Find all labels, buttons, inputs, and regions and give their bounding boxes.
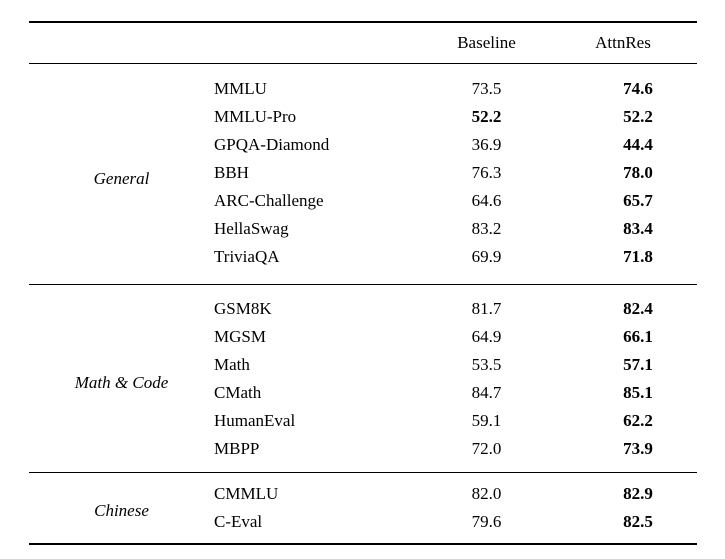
benchmark-name: TriviaQA bbox=[214, 246, 280, 266]
column-header-baseline: Baseline bbox=[457, 32, 516, 52]
table-row: TriviaQA 69.9 71.8 bbox=[29, 243, 697, 285]
header-spacer-benchmark bbox=[214, 22, 394, 63]
table-row: GPQA-Diamond 36.9 44.4 bbox=[29, 131, 697, 159]
attnres-value: 78.0 bbox=[623, 162, 653, 182]
benchmark-name: CMMLU bbox=[214, 483, 279, 503]
category-label-math-code: Math & Code bbox=[74, 373, 169, 392]
benchmark-name: GSM8K bbox=[214, 298, 272, 318]
attnres-value: 62.2 bbox=[623, 410, 653, 430]
attnres-value: 71.8 bbox=[623, 246, 653, 266]
baseline-value: 59.1 bbox=[471, 410, 502, 430]
table-row: Math & Code GSM8K 81.7 82.4 bbox=[29, 284, 697, 393]
benchmark-name: MMLU-Pro bbox=[214, 106, 297, 126]
table-row: Math 53.5 57.1 bbox=[29, 351, 697, 379]
section-general: General MMLU 73.5 74.6 MMLU-Pro 52.2 52.… bbox=[29, 63, 697, 284]
table-row: MBPP 72.0 73.9 bbox=[29, 435, 697, 473]
table-row: HellaSwag 83.2 83.4 bbox=[29, 215, 697, 243]
benchmark-name: C-Eval bbox=[214, 511, 263, 531]
attnres-value: 85.1 bbox=[623, 382, 653, 402]
baseline-value: 72.0 bbox=[471, 438, 502, 458]
baseline-value: 73.5 bbox=[471, 78, 502, 98]
benchmark-name: GPQA-Diamond bbox=[214, 134, 330, 154]
attnres-value: 83.4 bbox=[623, 218, 653, 238]
benchmark-name: MGSM bbox=[214, 326, 266, 346]
baseline-value: 36.9 bbox=[471, 134, 502, 154]
baseline-value: 82.0 bbox=[471, 483, 502, 503]
baseline-value: 81.7 bbox=[471, 298, 502, 318]
header-spacer-category bbox=[29, 22, 214, 63]
baseline-value: 53.5 bbox=[471, 354, 502, 374]
attnres-value: 82.4 bbox=[623, 298, 653, 318]
benchmark-name: HellaSwag bbox=[214, 218, 289, 238]
baseline-value: 64.6 bbox=[471, 190, 502, 210]
baseline-value: 83.2 bbox=[471, 218, 502, 238]
attnres-value: 66.1 bbox=[623, 326, 653, 346]
section-math-code: Math & Code GSM8K 81.7 82.4 MGSM 64.9 66… bbox=[29, 284, 697, 472]
baseline-value: 79.6 bbox=[471, 511, 502, 531]
benchmark-name: MBPP bbox=[214, 438, 260, 458]
table-row: BBH 76.3 78.0 bbox=[29, 159, 697, 187]
attnres-value: 82.5 bbox=[623, 511, 653, 531]
table-row: General MMLU 73.5 74.6 bbox=[29, 63, 697, 189]
table-row: HumanEval 59.1 62.2 bbox=[29, 407, 697, 435]
attnres-value: 65.7 bbox=[623, 190, 653, 210]
column-header-attnres: AttnRes bbox=[595, 32, 651, 52]
baseline-value: 64.9 bbox=[471, 326, 502, 346]
benchmark-name: HumanEval bbox=[214, 410, 296, 430]
table-row: MMLU-Pro 52.2 52.2 bbox=[29, 103, 697, 131]
baseline-value: 76.3 bbox=[471, 162, 502, 182]
category-label-chinese: Chinese bbox=[94, 501, 149, 520]
benchmark-name: MMLU bbox=[214, 78, 267, 98]
attnres-value: 44.4 bbox=[623, 134, 653, 154]
attnres-value: 82.9 bbox=[623, 483, 653, 503]
attnres-value: 57.1 bbox=[623, 354, 653, 374]
benchmark-name: ARC-Challenge bbox=[214, 190, 324, 210]
header-row: Baseline AttnRes bbox=[29, 22, 697, 63]
baseline-value: 69.9 bbox=[471, 246, 502, 266]
table-header: Baseline AttnRes bbox=[29, 22, 697, 63]
attnres-value: 74.6 bbox=[623, 78, 653, 98]
benchmark-results-table: Baseline AttnRes General MMLU 73.5 74.6 … bbox=[29, 21, 697, 545]
table-row: CMath 84.7 85.1 bbox=[29, 379, 697, 407]
table-row: ARC-Challenge 64.6 65.7 bbox=[29, 187, 697, 215]
section-chinese: Chinese CMMLU 82.0 82.9 C-Eval 79.6 82.5 bbox=[29, 472, 697, 544]
attnres-value: 52.2 bbox=[623, 106, 653, 126]
baseline-value: 52.2 bbox=[471, 106, 502, 126]
table-row: MGSM 64.9 66.1 bbox=[29, 323, 697, 351]
baseline-value: 84.7 bbox=[471, 382, 502, 402]
category-label-general: General bbox=[93, 169, 150, 188]
benchmark-name: Math bbox=[214, 354, 250, 374]
table-row: C-Eval 79.6 82.5 bbox=[29, 508, 697, 544]
attnres-value: 73.9 bbox=[623, 438, 653, 458]
benchmark-name: BBH bbox=[214, 162, 249, 182]
benchmark-name: CMath bbox=[214, 382, 262, 402]
table-row: Chinese CMMLU 82.0 82.9 bbox=[29, 472, 697, 521]
